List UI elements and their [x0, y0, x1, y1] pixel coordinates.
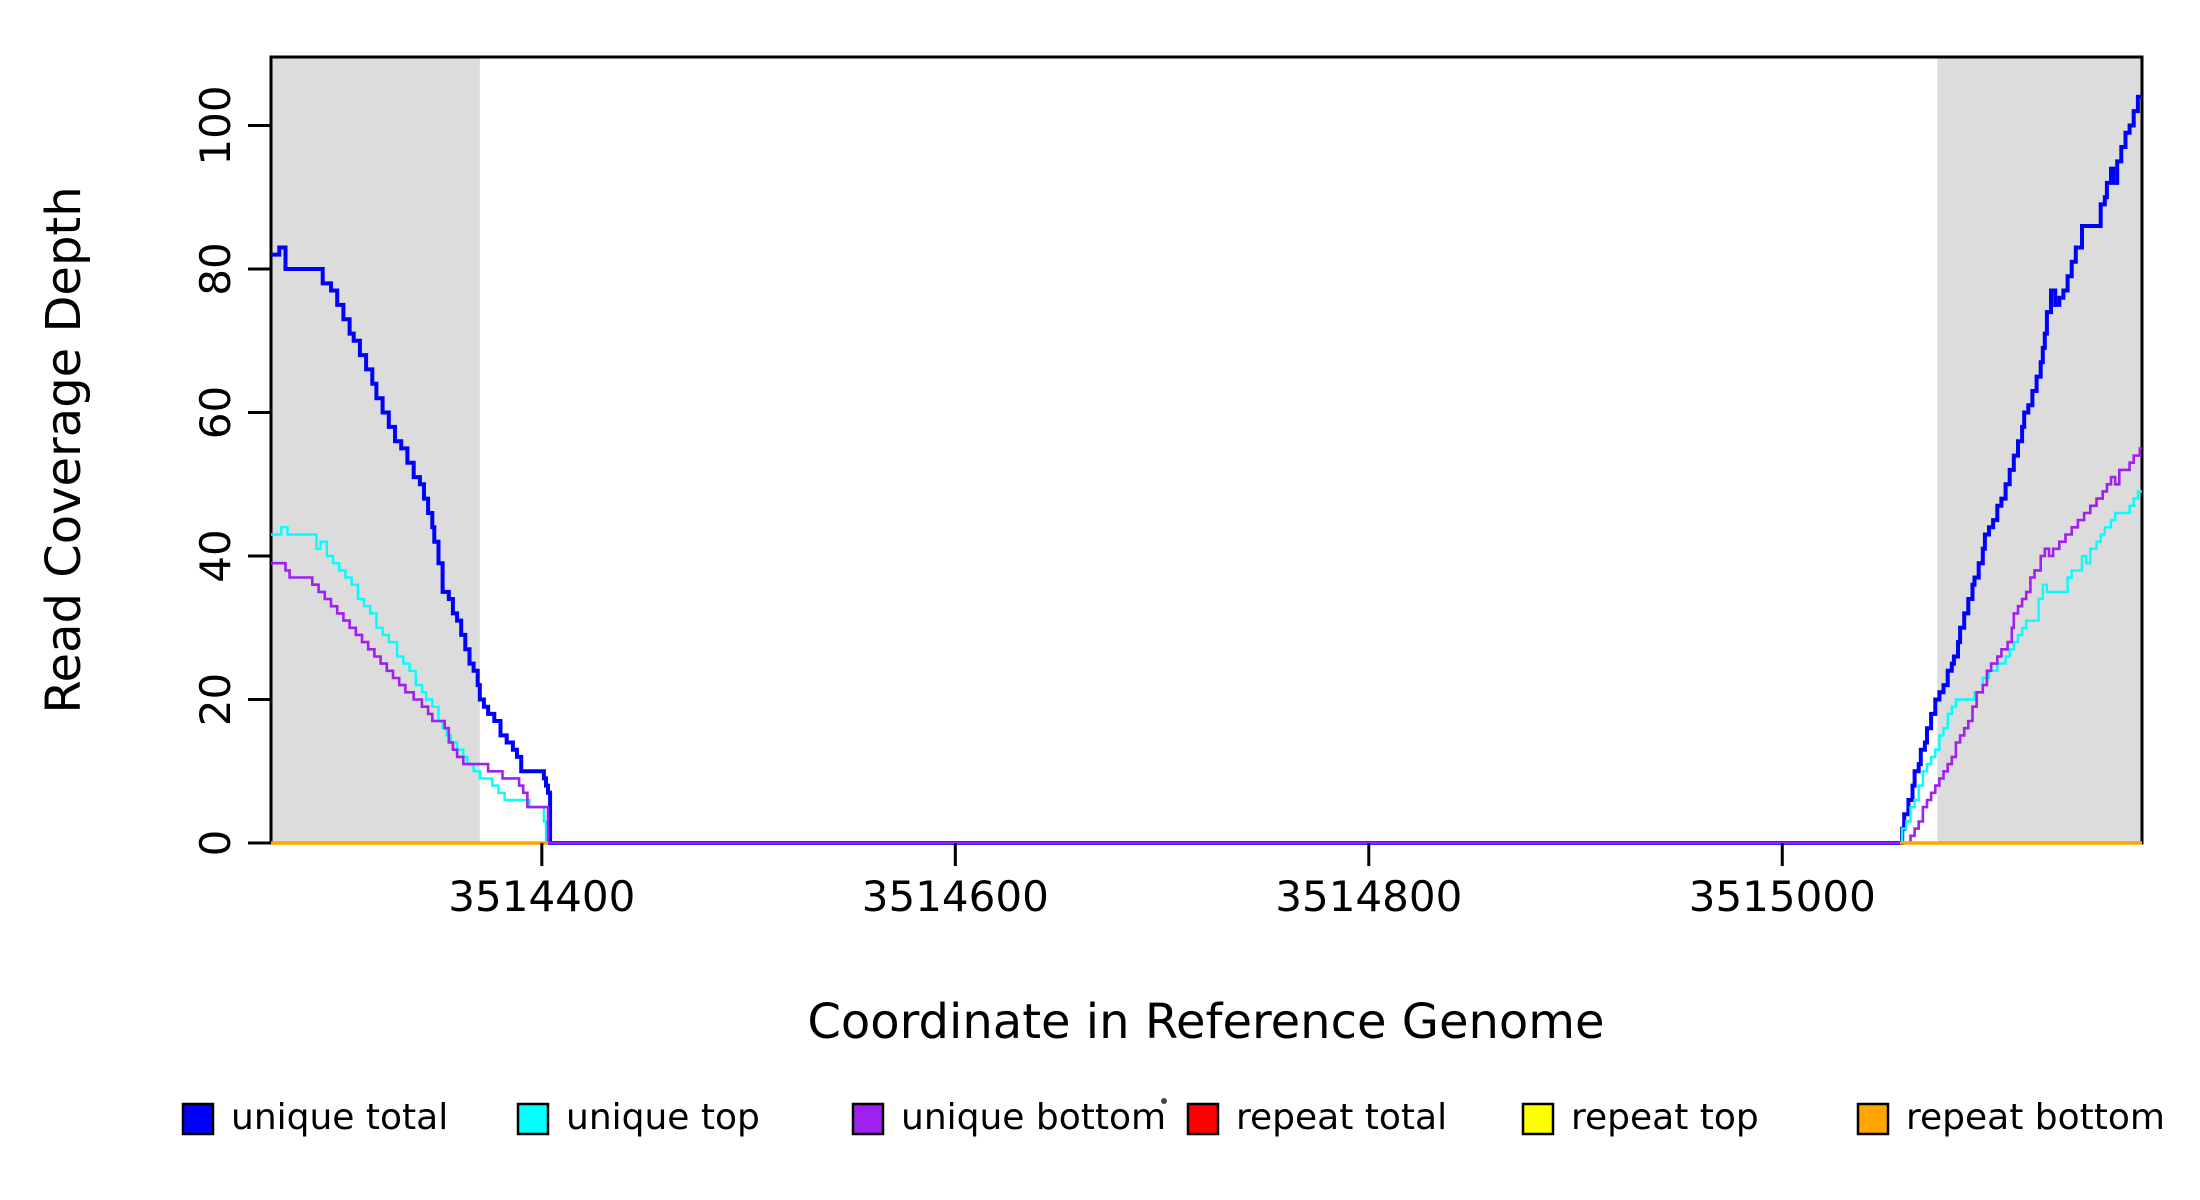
legend-swatch-unique-bottom	[851, 1102, 885, 1136]
legend-item-repeat-bottom: repeat bottom	[1856, 1097, 2165, 1138]
legend-item-unique-top: unique top	[516, 1097, 760, 1138]
legend-swatch-repeat-bottom	[1856, 1102, 1890, 1136]
legend-label-repeat-total: repeat total	[1236, 1097, 1447, 1138]
legend-label-repeat-top: repeat top	[1571, 1097, 1759, 1138]
legend-label-unique-top: unique top	[566, 1097, 760, 1138]
legend-swatch-repeat-top	[1521, 1102, 1555, 1136]
y-tick-label-80: 80	[191, 242, 240, 295]
x-tick-label-3514800: 3514800	[1275, 872, 1462, 921]
repeat-region-left	[271, 58, 480, 843]
y-tick-label-40: 40	[191, 529, 240, 582]
axis-tick-labels: 3514400 3514600 3514800 3515000 0 20 40 60 80 100	[191, 85, 1876, 921]
x-axis-title: Coordinate in Reference Genome	[807, 994, 1604, 1050]
y-axis-title: Read Coverage Depth	[36, 186, 92, 713]
series-unique-top	[271, 490, 2142, 845]
legend-item-repeat-total: repeat total	[1186, 1097, 1447, 1138]
series-unique-total	[271, 94, 2142, 845]
legend-swatch-unique-total	[181, 1102, 215, 1136]
y-tick-label-100: 100	[191, 85, 240, 165]
y-tick-label-20: 20	[191, 673, 240, 726]
legend: unique total unique top unique bottom repea…	[181, 1097, 2165, 1138]
x-tick-label-3515000: 3515000	[1689, 872, 1876, 921]
repeat-shaded-regions	[271, 58, 2142, 843]
series-unique-bottom	[271, 447, 2142, 845]
legend-item-unique-bottom: unique bottom	[851, 1097, 1166, 1138]
stray-dot	[1161, 1098, 1167, 1104]
x-tick-label-3514400: 3514400	[448, 872, 635, 921]
legend-swatch-repeat-total	[1186, 1102, 1220, 1136]
y-tick-label-60: 60	[191, 386, 240, 439]
legend-swatch-unique-top	[516, 1102, 550, 1136]
y-tick-label-0: 0	[191, 830, 240, 857]
plot-box	[269, 55, 2144, 845]
legend-label-unique-total: unique total	[231, 1097, 448, 1138]
x-tick-label-3514600: 3514600	[862, 872, 1049, 921]
legend-item-unique-total: unique total	[181, 1097, 448, 1138]
legend-label-repeat-bottom: repeat bottom	[1906, 1097, 2165, 1138]
coverage-series-lines	[271, 94, 2142, 845]
plot-border	[269, 55, 2144, 845]
axis-ticks	[248, 124, 1784, 866]
legend-item-repeat-top: repeat top	[1521, 1097, 1759, 1138]
legend-label-unique-bottom: unique bottom	[901, 1097, 1166, 1138]
